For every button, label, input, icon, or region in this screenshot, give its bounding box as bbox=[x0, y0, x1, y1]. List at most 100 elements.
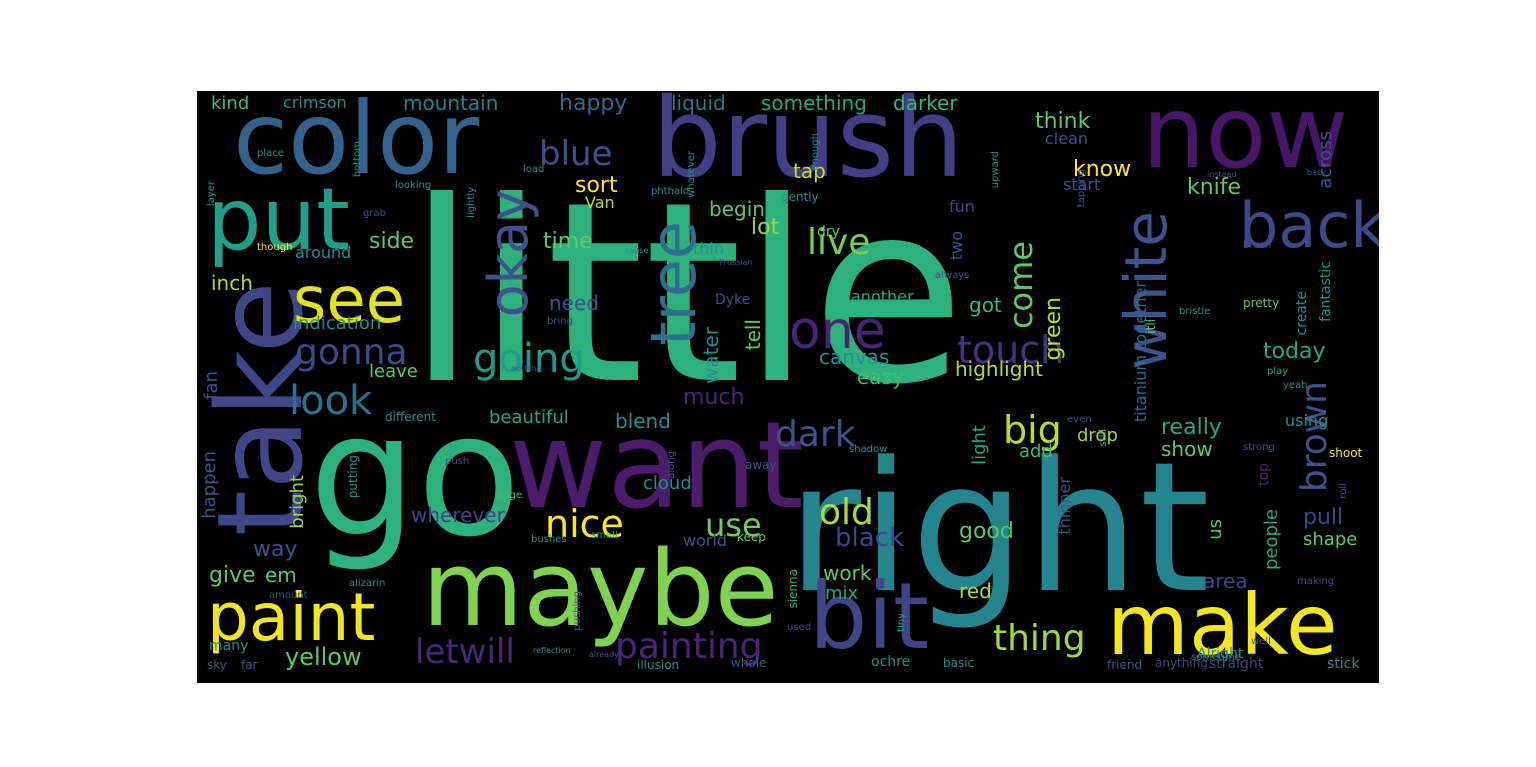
cloud-word: gonna bbox=[295, 332, 408, 373]
cloud-word: nothing bbox=[511, 364, 542, 373]
cloud-word: maybe bbox=[422, 528, 779, 650]
cloud-word: around bbox=[295, 243, 352, 262]
cloud-word: nice bbox=[545, 502, 624, 546]
cloud-word: start bbox=[1063, 175, 1101, 194]
cloud-word: along bbox=[666, 451, 677, 479]
cloud-word: though bbox=[257, 242, 293, 253]
cloud-word: place bbox=[257, 148, 284, 159]
cloud-word: cloud bbox=[643, 473, 692, 494]
cloud-word: got bbox=[969, 293, 1002, 317]
cloud-word: old bbox=[819, 492, 874, 533]
cloud-word: reflection bbox=[533, 646, 571, 655]
cloud-word: layer bbox=[206, 181, 217, 207]
cloud-word: edge bbox=[497, 490, 522, 501]
cloud-word: make bbox=[1107, 576, 1338, 674]
cloud-word: think bbox=[1035, 109, 1091, 134]
cloud-word: mix bbox=[825, 583, 859, 604]
cloud-word: another bbox=[851, 287, 914, 306]
cloud-word: add bbox=[1019, 441, 1053, 462]
cloud-word: bright bbox=[287, 475, 308, 529]
cloud-word: color bbox=[233, 91, 480, 197]
cloud-word: leave bbox=[369, 361, 418, 382]
cloud-word: world bbox=[683, 531, 728, 550]
cloud-word: time bbox=[543, 229, 593, 254]
cloud-word: bottom bbox=[352, 141, 363, 178]
cloud-word: dark bbox=[775, 414, 856, 455]
cloud-word: blue bbox=[539, 134, 613, 174]
cloud-word: brush bbox=[1243, 240, 1272, 251]
cloud-word: clean bbox=[1045, 129, 1089, 148]
cloud-word: us bbox=[1205, 519, 1226, 540]
cloud-word: Van bbox=[585, 193, 615, 212]
cloud-word: play bbox=[1267, 366, 1289, 377]
cloud-word: titanium together bbox=[1131, 281, 1150, 423]
cloud-word: straight bbox=[1209, 656, 1264, 672]
cloud-word: amount bbox=[269, 590, 308, 601]
cloud-word: easy bbox=[857, 365, 904, 389]
cloud-word: create bbox=[1294, 291, 1310, 336]
cloud-word: always bbox=[935, 270, 970, 281]
cloud-word: keep bbox=[737, 530, 766, 544]
cloud-word: black bbox=[835, 523, 905, 553]
cloud-word: yellow bbox=[285, 643, 362, 671]
cloud-word: bristle bbox=[1179, 306, 1211, 317]
cloud-word: back bbox=[1307, 168, 1327, 177]
cloud-word: Dyke bbox=[715, 292, 751, 308]
cloud-word: work bbox=[823, 561, 872, 585]
cloud-word: come bbox=[1002, 241, 1040, 330]
cloud-word: sometime bbox=[1191, 652, 1241, 663]
cloud-word: letwill bbox=[415, 632, 515, 672]
cloud-word: indication bbox=[293, 313, 382, 334]
cloud-word: sky bbox=[207, 658, 227, 672]
cloud-word: drop bbox=[1077, 425, 1118, 446]
cloud-word: kind bbox=[211, 93, 250, 114]
cloud-word: paint bbox=[207, 579, 376, 656]
cloud-word: okay bbox=[477, 189, 540, 318]
cloud-word: dry bbox=[817, 224, 840, 240]
cloud-word: crimson bbox=[283, 93, 347, 112]
cloud-word: happy bbox=[559, 91, 628, 116]
cloud-word: tiny bbox=[896, 613, 907, 632]
cloud-word: shadow bbox=[849, 444, 888, 455]
cloud-word: strong bbox=[1243, 442, 1275, 453]
cloud-word: friend bbox=[1107, 658, 1143, 672]
cloud-word: want bbox=[509, 397, 804, 536]
cloud-word: ochre bbox=[871, 654, 911, 670]
cloud-word: painting bbox=[615, 626, 763, 667]
cloud-word: really bbox=[1161, 415, 1222, 440]
cloud-word: go bbox=[309, 377, 521, 575]
cloud-word: phthalo bbox=[651, 186, 689, 197]
cloud-word: well bbox=[1251, 636, 1271, 647]
cloud-word: light bbox=[969, 425, 990, 465]
cloud-word: big bbox=[1003, 408, 1062, 452]
cloud-word: cause bbox=[625, 246, 649, 255]
cloud-word: pushing bbox=[572, 591, 583, 631]
cloud-word: need bbox=[549, 291, 599, 315]
cloud-word: sort bbox=[575, 173, 618, 198]
cloud-word: little bbox=[407, 148, 966, 439]
cloud-word: wherever bbox=[411, 503, 505, 527]
cloud-word: side bbox=[369, 229, 415, 254]
cloud-word: way bbox=[253, 537, 298, 562]
cloud-word: thing bbox=[993, 618, 1086, 659]
cloud-word: gently bbox=[781, 190, 819, 204]
cloud-word: small bbox=[591, 530, 618, 541]
cloud-word: whatever bbox=[686, 151, 697, 198]
cloud-word: across bbox=[1315, 131, 1336, 189]
cloud-word: tap bbox=[793, 159, 826, 183]
cloud-word: look bbox=[289, 378, 373, 424]
cloud-word: brown bbox=[1294, 381, 1335, 493]
cloud-word: load bbox=[523, 164, 545, 175]
cloud-word: green bbox=[1041, 297, 1066, 361]
cloud-word: different bbox=[385, 410, 436, 424]
cloud-word: brush bbox=[652, 91, 964, 202]
cloud-word: upward bbox=[990, 151, 1001, 189]
cloud-word: pull bbox=[1303, 505, 1344, 530]
cloud-word: touch bbox=[957, 328, 1065, 372]
cloud-word: even bbox=[1067, 414, 1092, 425]
cloud-word: lot bbox=[751, 215, 780, 240]
word-cloud: little right go want maybe brush color now take p… bbox=[197, 91, 1379, 683]
cloud-word: used bbox=[787, 622, 812, 633]
cloud-word: knife bbox=[1187, 175, 1242, 200]
cloud-word: inch bbox=[211, 271, 253, 295]
